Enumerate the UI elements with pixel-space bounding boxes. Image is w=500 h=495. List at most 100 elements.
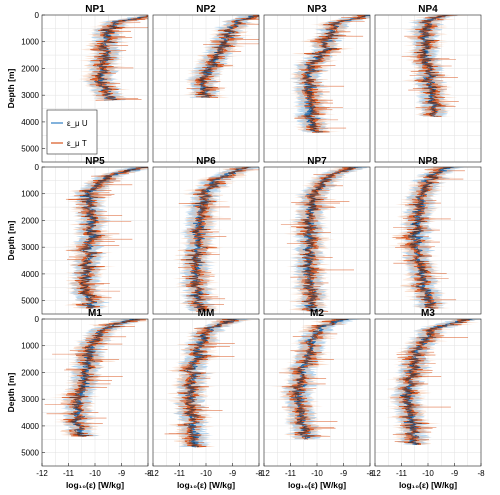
y-tick-label: 2000 — [21, 216, 39, 225]
panel-title: M1 — [88, 308, 102, 319]
panel-np2: NP2 — [152, 4, 260, 163]
overlay-line — [289, 319, 348, 440]
overlay-line — [95, 16, 148, 101]
x-axis-label: log₁₀(ε) [W/kg] — [288, 480, 346, 490]
x-tick-label: -10 — [422, 469, 434, 478]
y-tick-label: 0 — [35, 163, 40, 172]
band-t — [270, 319, 354, 440]
y-tick-label: 3000 — [21, 395, 39, 404]
panel-m3: M3 -12 -11 -10 -9 -8 log₁₀(ε) [W/kg] — [369, 308, 485, 490]
x-tick-label: -11 — [396, 469, 408, 478]
panel-title: NP8 — [418, 156, 438, 167]
y-tick-label: 2000 — [21, 368, 39, 377]
x-axis-label: log₁₀(ε) [W/kg] — [177, 480, 235, 490]
y-tick-label: 4000 — [21, 270, 39, 279]
y-tick-label: 5000 — [21, 297, 39, 306]
y-tick-label: 1000 — [21, 342, 39, 351]
y-ticks: 0 1000 2000 3000 4000 5000 — [21, 11, 45, 154]
x-tick-label: -12 — [147, 469, 159, 478]
series-t-line — [413, 15, 458, 117]
y-tick-label: 1000 — [21, 190, 39, 199]
panel-np7: NP7 — [263, 156, 371, 315]
x-tick-label: -8 — [144, 469, 152, 478]
legend-box — [46, 109, 98, 155]
band-t — [387, 167, 459, 309]
x-ticks: -12 -11 -10 -9 -8 — [369, 463, 485, 478]
panel-mm: MM -12 -11 -10 -9 -8 log₁₀(ε) [W/kg] — [147, 308, 263, 490]
y-axis-label: Depth [m] — [6, 69, 16, 109]
x-tick-label: -8 — [366, 469, 374, 478]
panel-frame — [152, 14, 260, 163]
panel-frame — [374, 14, 482, 163]
x-tick-label: -8 — [477, 469, 485, 478]
panel-title: NP6 — [196, 156, 216, 167]
panel-title: NP2 — [196, 4, 216, 15]
band-t — [172, 167, 258, 312]
panel-title: NP7 — [307, 156, 327, 167]
panel-title: NP4 — [418, 4, 438, 15]
x-tick-label: -10 — [89, 469, 101, 478]
y-tick-label: 5000 — [21, 145, 39, 154]
panel-frame — [263, 166, 371, 315]
overlay-line — [407, 167, 452, 309]
panel-frame — [152, 166, 260, 315]
y-tick-label: 4000 — [21, 422, 39, 431]
panel-title: M2 — [310, 308, 324, 319]
x-tick-label: -12 — [36, 469, 48, 478]
y-ticks: 0 1000 2000 3000 4000 5000 — [21, 315, 45, 458]
series-t-line — [89, 15, 148, 101]
y-tick-label: 2000 — [21, 64, 39, 73]
x-ticks: -12 -11 -10 -9 -8 — [258, 463, 374, 478]
x-tick-label: -11 — [63, 469, 75, 478]
x-tick-label: -9 — [229, 469, 237, 478]
y-ticks: 0 1000 2000 3000 4000 5000 — [21, 163, 45, 306]
y-tick-label: 3000 — [21, 243, 39, 252]
series-t-line — [194, 15, 259, 99]
panel-frame — [41, 166, 149, 315]
legend: ε_μ U ε_μ T — [46, 109, 98, 155]
overlay-line — [69, 319, 140, 437]
panel-np3: NP3 — [263, 4, 371, 163]
x-ticks: -12 -11 -10 -9 -8 — [36, 463, 152, 478]
x-tick-label: -10 — [200, 469, 212, 478]
overlay-line — [416, 15, 450, 117]
overlay-line — [197, 15, 259, 98]
panel-title: NP1 — [85, 4, 105, 15]
series-t-line — [73, 167, 148, 309]
overlay-line — [78, 167, 148, 309]
panel-title: NP5 — [85, 156, 105, 167]
panel-np6: NP6 — [152, 156, 260, 315]
y-tick-label: 5000 — [21, 449, 39, 458]
overlay-line — [401, 319, 472, 445]
panel-frame — [41, 14, 149, 163]
x-ticks: -12 -11 -10 -9 -8 — [147, 463, 263, 478]
series-t-line — [399, 167, 452, 309]
y-axis-label: Depth [m] — [6, 373, 16, 413]
overlay-line — [182, 319, 236, 448]
panel-np1: NP1 0 1000 2000 3000 4000 5000 Depth [m] — [6, 4, 149, 163]
x-tick-label: -9 — [340, 469, 348, 478]
x-tick-label: -12 — [369, 469, 381, 478]
y-tick-label: 1000 — [21, 38, 39, 47]
panel-title: NP3 — [307, 4, 327, 15]
overlay-line — [185, 167, 249, 312]
panel-np4: NP4 — [374, 4, 482, 163]
x-tick-label: -11 — [285, 469, 297, 478]
y-tick-label: 3000 — [21, 91, 39, 100]
legend-label: ε_μ U — [67, 119, 88, 128]
panel-title: MM — [198, 308, 215, 319]
overlay-line — [299, 167, 356, 312]
panel-np5: NP5 0 1000 2000 3000 4000 5000 Depth [m] — [6, 156, 149, 315]
series-t-line — [180, 167, 249, 312]
y-tick-label: 0 — [35, 11, 40, 20]
legend-label: ε_μ T — [67, 139, 87, 148]
panel-m2: M2 -12 -11 -10 -9 -8 log₁₀(ε) [W/kg] — [258, 308, 374, 490]
panel-frame — [374, 166, 482, 315]
panel-np8: NP8 — [374, 156, 482, 315]
y-axis-label: Depth [m] — [6, 221, 16, 261]
x-tick-label: -10 — [311, 469, 323, 478]
x-tick-label: -12 — [258, 469, 270, 478]
panel-title: M3 — [421, 308, 435, 319]
x-tick-label: -8 — [255, 469, 263, 478]
